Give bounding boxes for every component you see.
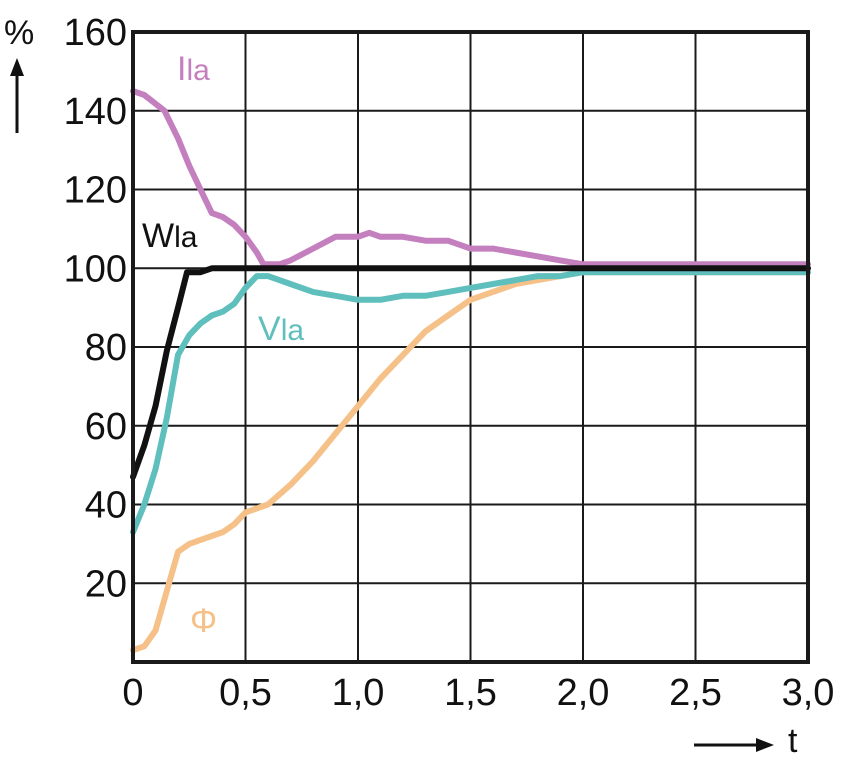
series-lines [130,88,811,654]
series-line-wla [130,265,811,480]
y-tick-label: 100 [64,248,127,290]
x-tick-label: 0 [122,672,143,714]
y-tick-label: 20 [85,563,127,605]
plot-frame [131,30,810,664]
x-axis-label: t [788,722,798,760]
x-tick-label: 0,5 [219,672,272,714]
x-axis-arrow-icon [756,738,774,752]
x-axis-label-group: t [694,722,798,760]
series-label-sub: la [281,314,305,347]
series-label-sub: la [174,221,198,254]
y-tick-label: 60 [85,406,127,448]
series-label-ila: Ila [177,50,210,88]
y-tick-label: 40 [85,485,127,527]
series-label-phi: Φ [190,602,217,640]
x-tick-label: 2,5 [669,672,722,714]
y-axis-arrow-icon [10,58,24,76]
grid-lines [133,32,808,662]
series-label-wla: Wla [142,217,198,255]
series-label-main: V [258,310,281,348]
x-tick-label: 1,5 [444,672,497,714]
series-label-main: W [142,217,174,255]
y-tick-label: 160 [64,12,127,54]
y-tick-label: 80 [85,327,127,369]
x-tick-label: 2,0 [557,672,610,714]
y-axis-label: % [4,14,34,52]
y-axis-ticks: 20 40 60 80 100 120 140 160 [64,12,127,605]
x-tick-label: 3,0 [782,672,835,714]
series-label-main: I [177,50,186,88]
y-tick-label: 120 [64,170,127,212]
x-axis-ticks: 0 0,5 1,0 1,5 2,0 2,5 3,0 [122,672,834,714]
y-axis-label-group: % [4,14,34,133]
series-label-main: Φ [190,602,217,640]
series-line-phi [130,269,811,654]
x-tick-label: 1,0 [332,672,385,714]
series-line-vla [130,269,811,536]
series-line-ila [130,88,811,268]
series-label-sub: la [186,54,210,87]
y-tick-label: 140 [64,91,127,133]
series-label-vla: Vla [258,310,304,348]
